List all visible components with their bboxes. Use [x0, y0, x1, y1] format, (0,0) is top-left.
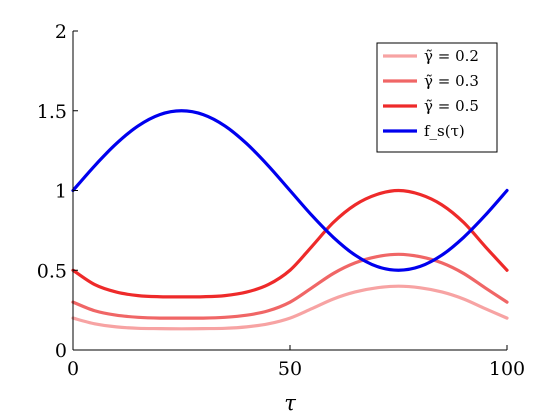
x-tick-label: 100	[489, 358, 525, 380]
series-line-3	[71, 188, 509, 299]
x-axis-title: τ	[284, 391, 296, 415]
legend-label-1: γ̃ = 0.2	[424, 47, 479, 65]
x-tick-label: 0	[67, 358, 79, 380]
legend-label-2: γ̃ = 0.3	[424, 72, 479, 90]
legend-label-4: f_s(τ)	[424, 122, 465, 140]
legend-label-3: γ̃ = 0.5	[424, 97, 479, 115]
legend-box	[376, 42, 498, 153]
y-tick-label: 0.5	[37, 260, 67, 282]
series-line-4	[71, 109, 509, 272]
series-line-2	[71, 252, 509, 320]
y-tick-label: 1	[55, 181, 67, 203]
y-tick-label: 0	[55, 340, 67, 362]
legend: γ̃ = 0.2 γ̃ = 0.3 γ̃ = 0.5 f_s(τ)	[376, 42, 498, 153]
x-tick-label: 50	[278, 358, 302, 380]
ticks-layer: 0 50 100 0 0.5 1 1.5 2	[37, 21, 525, 380]
y-tick-label: 2	[55, 21, 67, 43]
y-tick-label: 1.5	[37, 101, 67, 123]
series-layer	[71, 109, 509, 331]
series-line-1	[71, 284, 509, 331]
